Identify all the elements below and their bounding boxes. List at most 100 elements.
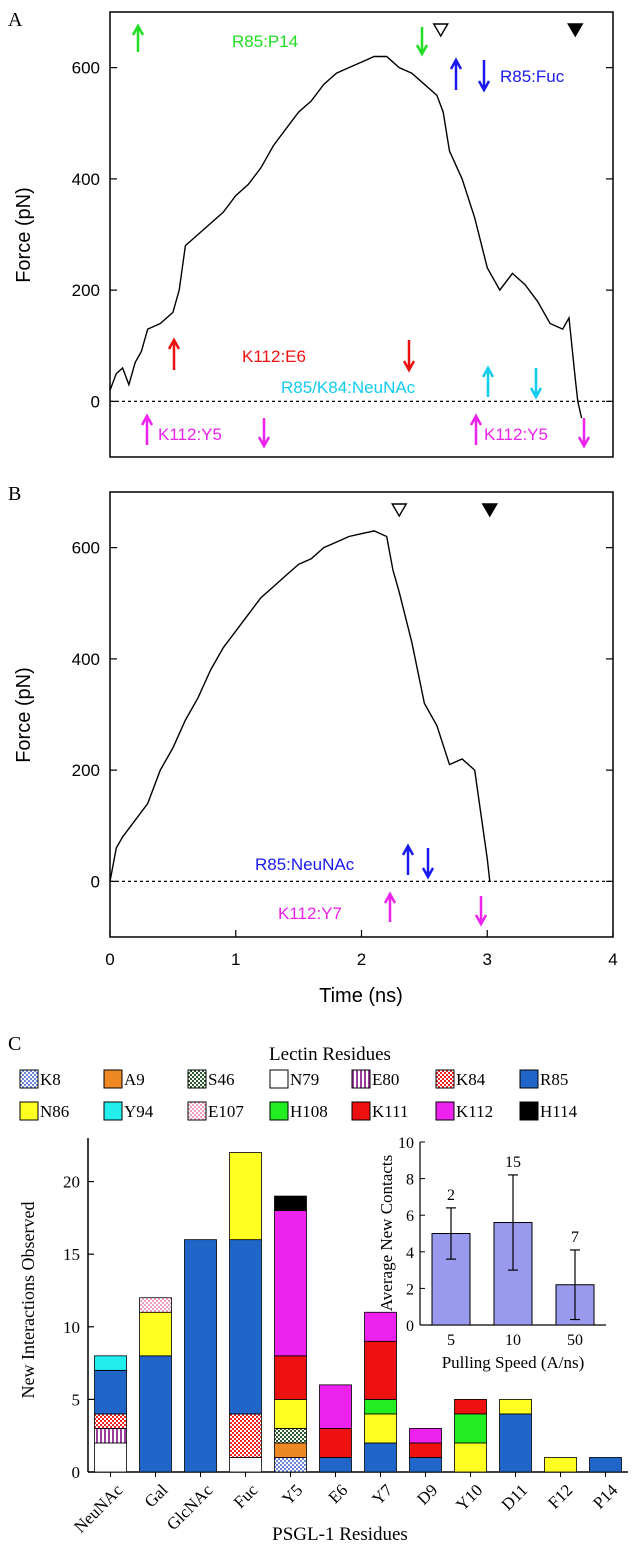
bar-segment-r85	[319, 1457, 352, 1473]
bar-segment-r85	[364, 1442, 397, 1473]
x-tick-label: 0	[105, 950, 114, 969]
bar-segment-a9	[274, 1442, 307, 1458]
sample-count-label: 2	[447, 1187, 455, 1204]
bar-segment-r85	[589, 1457, 622, 1473]
open-triangle-marker	[391, 503, 408, 518]
legend-label: K111	[372, 1102, 409, 1121]
legend-label: E80	[372, 1070, 399, 1089]
annotation-r85-neunac: R85:NeuNAc	[255, 855, 355, 874]
legend-label: K84	[456, 1070, 486, 1089]
bar-segment-n79	[229, 1457, 262, 1473]
panel-c-title: Lectin Residues	[269, 1044, 391, 1065]
arrow-down-y5-right	[577, 418, 591, 449]
bar-segment-n79	[94, 1442, 127, 1473]
panel-b-markers	[391, 503, 498, 518]
arrow-up-y7	[383, 891, 397, 922]
panel-c: Lectin Residues K8 A9 S46 N79 E80 K84 R85 N86 Y9…	[18, 1044, 628, 1545]
inset-ylabel: Average New Contacts	[377, 1155, 396, 1311]
panel-a-markers	[432, 23, 584, 38]
y-tick-label: 600	[72, 59, 100, 78]
bar-segment-r85	[94, 1369, 127, 1415]
panel-c-bars	[94, 1152, 622, 1473]
inset-ticks: 0 2 4 6 8 10	[398, 1135, 425, 1335]
legend-label: H108	[290, 1102, 328, 1121]
legend-swatch	[519, 1069, 539, 1089]
y-tick-label: 0	[91, 392, 100, 411]
bar-segment-n86	[364, 1413, 397, 1444]
bar-segment-k8	[274, 1457, 307, 1473]
arrow-down-neunac	[529, 368, 543, 400]
panel-label-c: C	[8, 1033, 21, 1055]
legend-label: K8	[40, 1070, 61, 1089]
category-label: Fuc	[230, 1480, 262, 1512]
bar-segment-h108	[454, 1413, 487, 1444]
arrow-up-y5	[140, 413, 154, 445]
bar-segment-e80	[94, 1428, 127, 1444]
arrow-up-neunac	[481, 365, 495, 397]
bar-segment-k84	[94, 1413, 127, 1429]
bar-segment-n86	[454, 1442, 487, 1473]
category-label: Y7	[368, 1480, 396, 1508]
bar-segment-k112	[409, 1428, 442, 1444]
category-label: GlcNAc	[163, 1480, 217, 1534]
arrow-up-fuc	[449, 57, 463, 90]
panel-b-xlabel: Time (ns)	[319, 985, 403, 1007]
category-label: P14	[589, 1480, 621, 1512]
inset-xlabel: Pulling Speed (A/ns)	[442, 1353, 585, 1372]
arrow-down-y5	[257, 418, 271, 449]
legend-label: Y94	[124, 1102, 154, 1121]
category-label: Gal	[141, 1480, 172, 1511]
panel-label-a: A	[8, 9, 23, 31]
y-tick-label: 200	[72, 281, 100, 300]
bar-segment-y94	[94, 1355, 127, 1371]
arrow-down-neunac-b	[421, 848, 435, 880]
bar-segment-h114	[274, 1195, 307, 1212]
y-tick-label: 4	[406, 1245, 414, 1262]
sample-count-label: 7	[571, 1229, 579, 1246]
panel-a-ticks: 0 200 400 600	[72, 59, 613, 411]
y-tick-label: 20	[63, 1173, 80, 1192]
x-tick-label: 4	[608, 950, 617, 969]
x-tick-label: 3	[483, 950, 492, 969]
bar-segment-k112	[274, 1210, 307, 1357]
panel-a-force-trace	[109, 55, 583, 419]
annotation-k112-y7: K112:Y7	[278, 904, 342, 923]
y-tick-label: 600	[72, 539, 100, 558]
annotation-neunac: R85/K84:NeuNAc	[281, 378, 416, 397]
y-tick-label: 2	[406, 1281, 414, 1298]
bar-segment-h108	[364, 1398, 397, 1415]
y-tick-label: 400	[72, 650, 100, 669]
inset-category-label: 10	[505, 1332, 521, 1349]
arrow-down-p14	[415, 27, 429, 57]
y-tick-label: 200	[72, 761, 100, 780]
arrow-up-neunac-b	[401, 843, 415, 875]
legend-label: S46	[208, 1070, 234, 1089]
bar-segment-k112	[364, 1311, 397, 1342]
arrow-up-p14	[131, 23, 145, 52]
legend-label: N86	[40, 1102, 69, 1121]
bar-segment-r85	[229, 1239, 262, 1415]
category-label: D9	[413, 1480, 441, 1508]
y-tick-label: 400	[72, 170, 100, 189]
legend-swatch	[435, 1101, 455, 1121]
bar-segment-k84	[229, 1413, 262, 1458]
legend-swatch	[103, 1101, 123, 1121]
legend-swatch	[269, 1101, 289, 1121]
bar-segment-e107	[139, 1297, 172, 1313]
x-tick-label: 2	[357, 950, 366, 969]
panel-b-annotations: R85:NeuNAc K112:Y7	[255, 843, 488, 927]
bar-segment-r85	[139, 1355, 172, 1473]
y-tick-label: 10	[398, 1135, 414, 1152]
panel-a-annotations: R85:P14 R85:Fuc K112:E6 R85/K84:NeuNAc K…	[131, 23, 591, 449]
legend-swatch	[103, 1069, 123, 1089]
legend-label: N79	[290, 1070, 319, 1089]
legend-swatch	[351, 1069, 371, 1089]
y-tick-label: 10	[63, 1318, 80, 1337]
y-tick-label: 0	[91, 872, 100, 891]
category-label: E6	[325, 1480, 352, 1507]
category-label: Y10	[452, 1480, 486, 1514]
legend-swatch	[187, 1069, 207, 1089]
panel-a-plot: 0 200 400 600 Force (pN) R85:P14 R85:Fuc K1…	[13, 11, 614, 458]
y-tick-label: 6	[406, 1208, 414, 1225]
